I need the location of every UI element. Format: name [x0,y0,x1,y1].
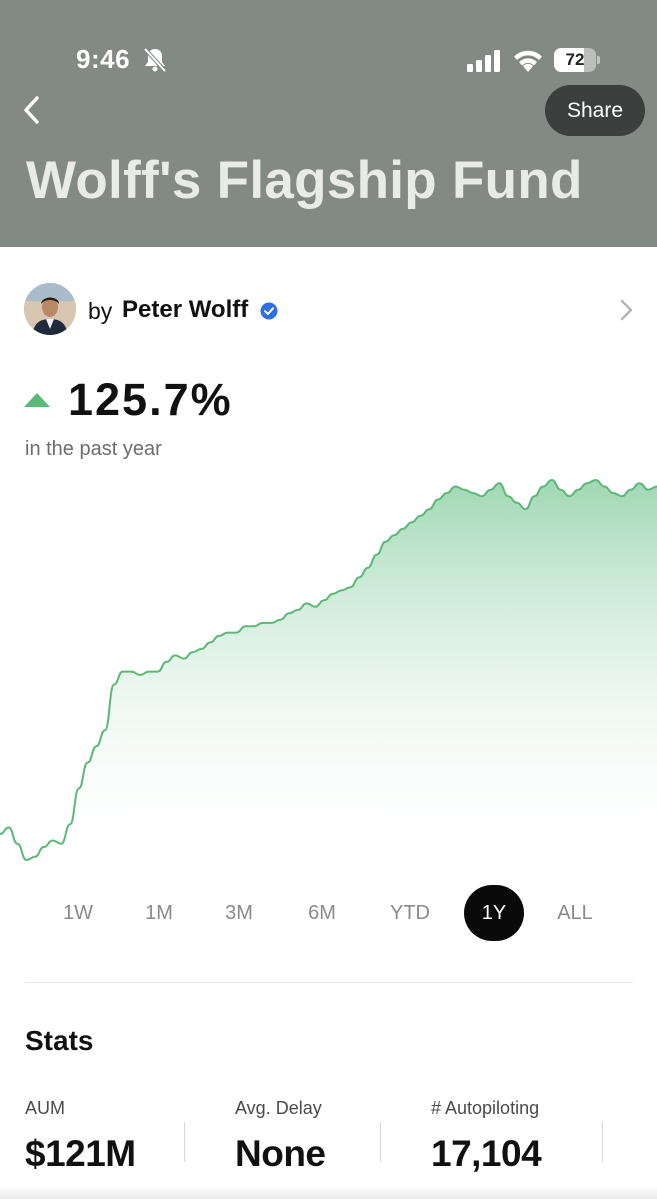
battery-percent: 72 [565,50,585,69]
stat-value: $121M [25,1133,136,1174]
status-time: 9:46 [76,44,131,74]
range-tab-1m[interactable]: 1M [145,902,173,924]
stat-separator [602,1122,603,1162]
stat-label: # Autopiloting [431,1098,540,1118]
range-tab-1w[interactable]: 1W [63,902,93,924]
divider [25,982,633,983]
creator-row[interactable]: by Peter Wolff [24,283,636,337]
time-range-selector: 1W 1M 3M 6M YTD 1Y ALL [0,885,657,941]
stats-heading: Stats [25,1025,94,1056]
share-button[interactable]: Share [545,85,645,136]
stat-separator [380,1122,381,1162]
range-tab-ytd[interactable]: YTD [390,902,430,924]
chart-area-fill [0,480,657,870]
creator-name[interactable]: Peter Wolff [122,296,249,323]
chevron-right-icon[interactable] [616,297,636,323]
range-tab-all[interactable]: ALL [557,902,593,924]
range-tab-3m[interactable]: 3M [225,902,253,924]
stat-label: Avg. Delay [235,1098,322,1118]
bell-muted-icon [143,47,167,73]
battery-fill [554,48,585,72]
stat-autopiloting: # Autopiloting 17,104 [431,1098,542,1175]
return-period-label: in the past year [25,438,162,460]
performance-chart[interactable] [0,470,657,870]
bottom-edge [0,1186,657,1199]
stat-value: None [235,1133,326,1174]
chart-series-line [0,478,657,862]
range-tab-6m[interactable]: 6M [308,902,336,924]
verified-badge-icon [260,302,278,320]
up-arrow-icon [24,393,50,407]
stat-separator [184,1122,185,1162]
wifi-icon [514,50,542,72]
cellular-signal-icon [467,50,500,72]
stat-value: 17,104 [431,1133,542,1174]
back-button[interactable] [18,92,48,128]
battery-indicator: 72 [554,48,600,72]
avatar [24,283,76,335]
stat-label: AUM [25,1098,65,1118]
creator-prefix: by [88,298,113,324]
stat-avg-delay: Avg. Delay None [235,1098,326,1175]
header-bar: 9:46 72 Share Wolff's Flagship Fund [0,0,657,247]
stat-aum: AUM $121M [25,1098,136,1175]
return-percentage: 125.7% [68,374,233,425]
range-tab-1y[interactable]: 1Y [464,885,524,941]
page-title: Wolff's Flagship Fund [26,151,583,210]
